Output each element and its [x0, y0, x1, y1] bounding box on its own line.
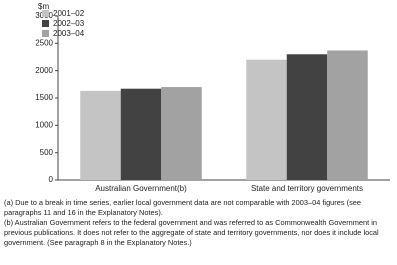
x-tick-label: State and territory governments: [251, 184, 363, 193]
footnote: (a) Due to a break in time series, earli…: [4, 198, 361, 217]
legend-swatch: [42, 10, 49, 17]
y-tick-label: 2500: [35, 38, 53, 47]
y-tick-label: 0: [49, 175, 54, 184]
legend-swatch: [42, 30, 49, 37]
y-tick-label: 1500: [35, 93, 53, 102]
bar: [246, 59, 287, 180]
footnotes: (a) Due to a break in time series, earli…: [4, 198, 394, 248]
bar: [286, 54, 328, 181]
x-tick-label: Australian Government(b): [95, 184, 187, 193]
y-tick-label: 1000: [35, 120, 53, 129]
bar: [120, 88, 162, 180]
y-axis-label: $m: [38, 2, 49, 11]
bar: [80, 90, 121, 180]
chart: $m 050010001500200025003000Australian Go…: [35, 2, 390, 193]
y-tick-label: 500: [40, 148, 54, 157]
y-tick-label: 2000: [35, 66, 53, 75]
legend-label: 2003–04: [53, 29, 85, 38]
bar: [161, 87, 202, 180]
legend-label: 2001–02: [53, 9, 85, 18]
bar: [327, 50, 368, 180]
legend-swatch: [42, 20, 49, 27]
footnote: (b) Australian Government refers to the …: [4, 218, 379, 247]
legend-label: 2002–03: [53, 19, 85, 28]
